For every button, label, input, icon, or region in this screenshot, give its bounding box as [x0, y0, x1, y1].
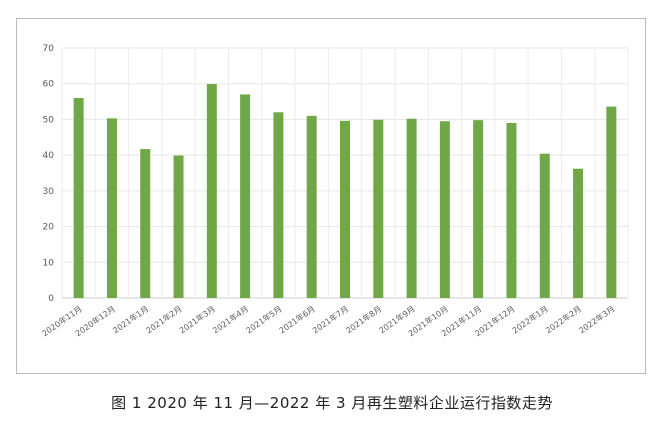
x-tick-label: 2021年4月 [211, 303, 251, 335]
bars [73, 84, 617, 299]
bar [573, 168, 584, 298]
y-tick-label: 50 [43, 115, 55, 125]
grid-layer [61, 47, 629, 299]
y-tick-label: 40 [43, 151, 55, 161]
x-tick-label: 2021年5月 [244, 303, 284, 335]
y-tick-label: 30 [43, 187, 55, 197]
x-tick-label: 2021年6月 [277, 303, 317, 335]
bar [73, 98, 84, 298]
x-tick-label: 2021年3月 [177, 303, 217, 335]
y-axis-ticks: 0 10 20 30 40 50 60 70 [43, 44, 55, 304]
bar [206, 84, 217, 298]
x-axis-ticks: 2020年11月2020年12月2021年1月2021年2月2021年3月202… [40, 303, 617, 338]
bar [473, 120, 484, 299]
x-tick-label: 2022年2月 [544, 303, 584, 335]
x-tick-label: 2021年1月 [111, 303, 151, 335]
bar [306, 115, 317, 298]
y-tick-label: 60 [43, 80, 55, 90]
x-tick-label: 2021年8月 [344, 303, 384, 335]
y-tick-label: 70 [43, 44, 55, 54]
bar [140, 149, 151, 298]
y-tick-label: 10 [43, 258, 55, 268]
bar [606, 106, 617, 298]
bar [439, 121, 450, 298]
x-tick-label: 2021年7月 [310, 303, 350, 335]
bar [506, 123, 517, 298]
bar [273, 112, 284, 299]
figure-caption: 图 1 2020 年 11 月—2022 年 3 月再生塑料企业运行指数走势 [111, 394, 553, 412]
bar [240, 94, 251, 298]
bar [173, 155, 184, 298]
y-tick-label: 20 [43, 223, 55, 233]
bar [106, 118, 117, 298]
bar [406, 118, 417, 298]
y-tick-label: 0 [48, 294, 54, 304]
bar [340, 120, 350, 298]
bar [539, 153, 550, 298]
bar [373, 119, 384, 299]
x-tick-label: 2022年1月 [510, 303, 550, 335]
x-tick-label: 2021年2月 [144, 303, 184, 335]
x-tick-label: 2022年3月 [577, 303, 617, 335]
